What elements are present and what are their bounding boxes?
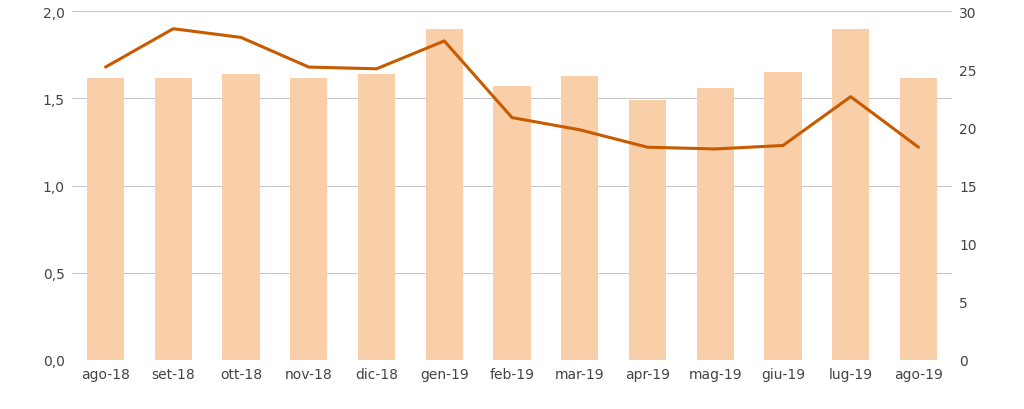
Bar [900,79,937,360]
Bar [290,79,328,360]
Bar [764,73,802,360]
Bar [696,89,734,360]
Bar [358,75,395,360]
Bar [155,79,191,360]
Bar [426,30,463,360]
Bar [87,79,124,360]
Bar [561,76,598,360]
Bar [629,101,667,360]
Bar [833,30,869,360]
Bar [494,87,530,360]
Bar [222,75,260,360]
